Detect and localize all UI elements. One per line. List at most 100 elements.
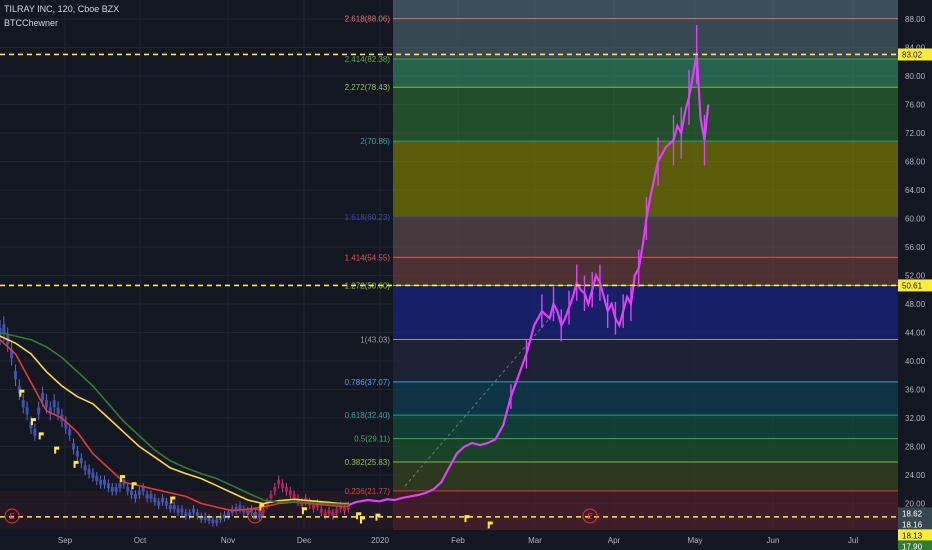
candle-body <box>253 512 257 517</box>
x-tick-label-1: Oct <box>134 536 147 545</box>
moving-average-1 <box>0 335 349 505</box>
candle-body <box>172 505 176 510</box>
candle-body <box>161 497 165 503</box>
y-tick-label-9: 56.00 <box>905 243 926 252</box>
candle-body <box>195 512 199 517</box>
price-label-box-2 <box>898 507 932 520</box>
fib-band-13 <box>393 490 898 538</box>
candle-body <box>52 400 56 408</box>
candle-body <box>83 465 87 471</box>
trend-line <box>404 311 556 487</box>
candle-body <box>87 468 91 475</box>
price-label-box-4 <box>898 529 932 542</box>
fib-label-4: 1.618(60.23) <box>345 213 391 222</box>
annotation-markers <box>19 389 493 529</box>
candle-body <box>106 483 110 489</box>
price-label-box-3 <box>898 518 932 531</box>
candle-body <box>64 421 68 429</box>
marker-flag-6 <box>131 482 137 490</box>
x-tick-label-4: 2020 <box>371 536 389 545</box>
candle-body <box>223 514 226 519</box>
candle-body <box>242 508 246 513</box>
fib-band-7 <box>393 285 898 340</box>
candle-body <box>118 483 122 489</box>
y-tick-label-17: 88.00 <box>905 15 926 24</box>
candle-body <box>17 385 21 394</box>
candle-body <box>342 507 346 512</box>
candle-body <box>25 407 29 415</box>
fib-label-2: 2.272(78.43) <box>345 83 391 92</box>
candle-body <box>141 486 145 492</box>
candle-body <box>246 510 250 515</box>
fib-band-11 <box>393 438 898 462</box>
fib-band-8 <box>393 339 898 382</box>
price-label-box-1 <box>898 279 932 292</box>
candle-body <box>273 486 277 492</box>
y-tick-label-5: 40.00 <box>905 357 926 366</box>
y-tick-label-3: 32.00 <box>905 414 926 423</box>
fib-label-1: 2.414(82.38) <box>345 55 391 64</box>
y-tick-label-0: 20.00 <box>905 500 926 509</box>
candle-body <box>226 512 230 517</box>
earnings-badge <box>582 508 598 524</box>
candle-body <box>327 510 331 515</box>
marker-flag-0 <box>19 389 25 397</box>
candle-body <box>56 407 60 415</box>
candle-body <box>188 512 192 517</box>
moving-average-2 <box>0 331 349 506</box>
fib-band-10 <box>393 415 898 439</box>
y-tick-label-1: 24.00 <box>905 471 926 480</box>
y-tick-label-11: 64.00 <box>905 186 926 195</box>
y-tick-label-12: 68.00 <box>905 158 926 167</box>
fib-label-12: 0.236(21.77) <box>345 487 391 496</box>
candle-body <box>75 450 79 457</box>
candle-body <box>130 490 134 496</box>
candle-body <box>2 324 6 334</box>
fib-label-9: 0.618(32.40) <box>345 411 391 420</box>
candle-body <box>91 472 95 478</box>
candle-body <box>44 400 48 408</box>
fib-band-4 <box>393 141 898 217</box>
x-tick-label-0: Sep <box>58 536 73 545</box>
y-tick-label-16: 84.00 <box>905 44 926 53</box>
earnings-badge-label: E <box>587 512 592 521</box>
marker-flag-8 <box>259 503 265 511</box>
fib-level-lines: 2.618(88.06) 2.414(82.38) 2.272(78.43) 2(70… <box>345 15 898 496</box>
candle-body <box>37 407 41 415</box>
candle-body <box>331 512 335 517</box>
marker-flag-12 <box>375 513 381 521</box>
candle-body <box>33 429 37 436</box>
x-tick-label-8: May <box>687 536 702 545</box>
candle-body <box>281 483 285 489</box>
moving-averages <box>0 331 349 512</box>
price-label-2: 18.62 <box>902 509 923 518</box>
x-tick-label-6: Mar <box>528 536 542 545</box>
fib-band-0 <box>393 0 898 19</box>
fib-label-3: 2(70.86) <box>360 137 390 146</box>
candle-body <box>312 505 316 510</box>
y-tick-label-6: 44.00 <box>905 329 926 338</box>
earnings-badge <box>247 508 263 524</box>
candle-body <box>157 501 161 506</box>
fib-label-0: 2.618(88.06) <box>345 15 391 24</box>
candle-body <box>126 486 130 492</box>
fib-band-3 <box>393 87 898 142</box>
earnings-badge-label: E <box>252 512 257 521</box>
candle-body <box>269 494 273 499</box>
candle-body <box>219 515 223 520</box>
fib-label-8: 0.786(37.07) <box>345 378 391 387</box>
candle-body <box>234 507 238 512</box>
candle-body <box>68 429 72 436</box>
candle-body <box>323 512 327 517</box>
candle-body <box>21 400 25 408</box>
y-tick-label-10: 60.00 <box>905 215 926 224</box>
candle-body <box>10 349 14 359</box>
fib-label-6: 1.272(50.60) <box>345 281 391 290</box>
price-label-3: 18.16 <box>902 520 923 529</box>
x-tick-label-10: Jul <box>848 536 858 545</box>
candle-body <box>250 508 254 513</box>
candle-body <box>176 508 180 513</box>
fib-label-5: 1.414(54.55) <box>345 253 391 262</box>
